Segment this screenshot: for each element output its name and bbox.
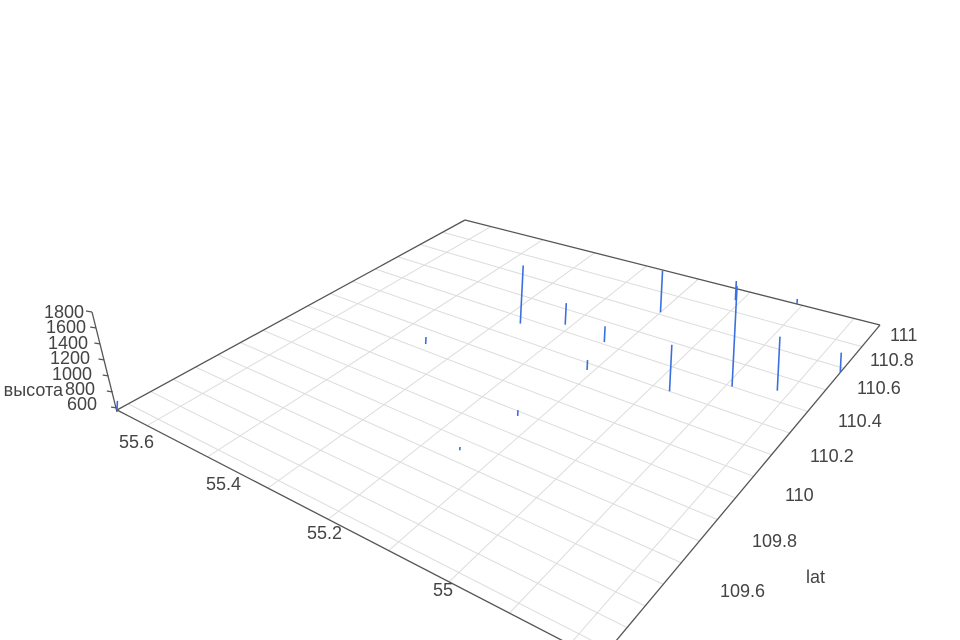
gridline-y bbox=[172, 378, 646, 607]
gridline-y bbox=[240, 342, 700, 542]
gridline-x bbox=[448, 291, 751, 583]
gridline-x bbox=[207, 239, 544, 458]
y-axis-title: lat bbox=[806, 567, 825, 587]
z-tick-label: 1000 bbox=[52, 364, 92, 384]
axis-edge bbox=[116, 219, 466, 411]
z-axis-line bbox=[91, 311, 118, 413]
z-axis-title: высота bbox=[4, 380, 64, 400]
z-tick-label: 600 bbox=[67, 394, 97, 414]
data-segment bbox=[731, 286, 738, 387]
gridline-x bbox=[267, 252, 595, 489]
data-segment bbox=[659, 270, 664, 313]
data-segment bbox=[603, 326, 606, 343]
gridline-y bbox=[307, 305, 754, 477]
y-tick-label: 110 bbox=[785, 485, 814, 505]
y-tick-label: 111 bbox=[890, 325, 917, 345]
axis-edge bbox=[464, 219, 881, 326]
data-segment bbox=[734, 281, 738, 301]
x-axis-line bbox=[116, 409, 563, 640]
gridline-y bbox=[419, 244, 845, 369]
gridline-x bbox=[328, 265, 647, 520]
z-tick bbox=[106, 390, 113, 393]
gridline-x bbox=[146, 226, 492, 427]
gridline-y bbox=[285, 317, 736, 499]
z-tick-label: 1800 bbox=[44, 302, 84, 322]
z-tick bbox=[110, 406, 118, 409]
z-tick bbox=[85, 310, 93, 313]
z-axis bbox=[85, 310, 118, 413]
data-segment bbox=[564, 303, 568, 325]
z-tick-label: 1600 bbox=[46, 317, 86, 337]
gridline-y bbox=[330, 293, 772, 456]
data-segment bbox=[668, 344, 673, 392]
x-tick-label: 55 bbox=[433, 580, 453, 600]
data-segment bbox=[519, 265, 525, 324]
z-tick bbox=[90, 326, 97, 329]
y-tick-label: 110.4 bbox=[838, 411, 882, 431]
gridline-y bbox=[375, 268, 808, 412]
floor-grid bbox=[127, 219, 881, 640]
data-segment bbox=[839, 352, 843, 373]
data-segment bbox=[776, 336, 781, 391]
z-tick bbox=[98, 358, 105, 361]
data-segments bbox=[116, 265, 843, 451]
gridline-x bbox=[509, 304, 803, 614]
gridline-y bbox=[217, 354, 682, 564]
gridline-x bbox=[572, 318, 855, 640]
z-tick-label: 800 bbox=[65, 379, 95, 399]
x-tick-label: 55.4 bbox=[206, 474, 241, 494]
axis-edges bbox=[116, 219, 881, 640]
gridline-x bbox=[388, 278, 699, 552]
z-tick bbox=[102, 374, 109, 377]
y-tick-label: 109.6 bbox=[720, 581, 765, 601]
y-tick-label: 110.6 bbox=[857, 378, 901, 398]
gridline-y bbox=[150, 391, 628, 629]
z-tick-label: 1200 bbox=[50, 348, 90, 368]
gridline-y bbox=[262, 329, 718, 520]
gridline-y bbox=[397, 256, 826, 391]
z-tick-label: 1400 bbox=[48, 333, 88, 353]
y-tick-label: 110.8 bbox=[870, 350, 914, 370]
y-axis-line bbox=[615, 324, 881, 640]
y-tick-label: 110.2 bbox=[810, 446, 854, 466]
x-tick-label: 55.6 bbox=[119, 432, 154, 452]
x-tick-label: 55.2 bbox=[307, 523, 342, 543]
tick-labels: 55.6 55.4 55.2 55 111 110.8 110.6 110.4 … bbox=[4, 302, 918, 601]
gridline-y bbox=[352, 280, 790, 434]
gridline-y bbox=[442, 231, 863, 348]
z-tick bbox=[94, 342, 101, 345]
y-tick-label: 109.8 bbox=[752, 531, 797, 551]
gridline-y bbox=[127, 403, 593, 640]
gridline-y bbox=[195, 366, 664, 585]
